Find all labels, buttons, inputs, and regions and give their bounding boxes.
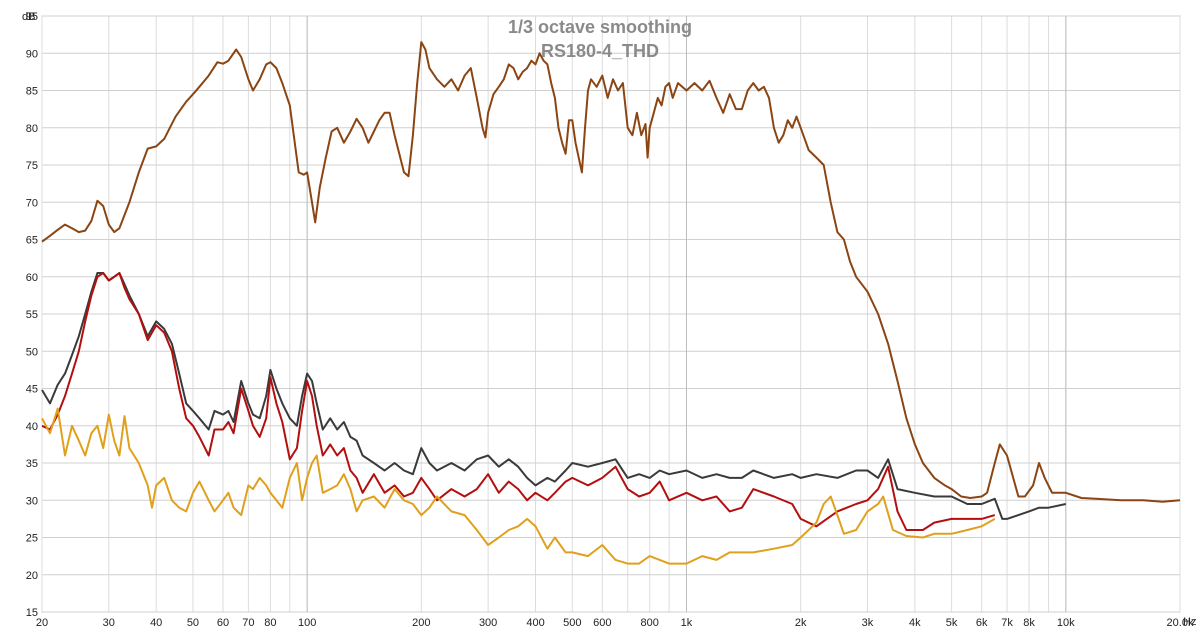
x-tick-label: 3k xyxy=(862,617,874,629)
y-tick-label: 95 xyxy=(26,11,38,23)
x-tick-label: 500 xyxy=(563,617,581,629)
x-tick-label: 40 xyxy=(150,617,162,629)
series-line xyxy=(41,272,996,531)
x-tick-label: 4k xyxy=(909,617,921,629)
x-tick-label: 20 xyxy=(36,617,48,629)
y-tick-label: 45 xyxy=(26,384,38,396)
series-layer xyxy=(41,41,1181,565)
x-tick-label: 300 xyxy=(479,617,497,629)
y-axis-label: dB xyxy=(22,11,35,23)
x-tick-label: 7k xyxy=(1001,617,1013,629)
series-line xyxy=(41,41,1181,503)
x-tick-label: 60 xyxy=(217,617,229,629)
y-tick-label: 15 xyxy=(26,607,38,619)
x-axis-ticks: 20 30 40 50 60 70 80 100 200 300 400 500 600 800 1k 2k 3… xyxy=(36,617,1194,629)
x-tick-label: 600 xyxy=(593,617,611,629)
grid-major xyxy=(42,15,1180,613)
y-tick-label: 25 xyxy=(26,533,38,545)
x-tick-label: 10k xyxy=(1057,617,1075,629)
x-tick-label: 400 xyxy=(526,617,544,629)
y-tick-label: 55 xyxy=(26,309,38,321)
x-tick-label: 8k xyxy=(1023,617,1035,629)
y-tick-label: 50 xyxy=(26,346,38,358)
chart-title: 1/3 octave smoothing xyxy=(508,17,692,37)
series-line xyxy=(41,407,996,565)
x-tick-label: 80 xyxy=(264,617,276,629)
y-tick-label: 75 xyxy=(26,160,38,172)
y-tick-label: 60 xyxy=(26,272,38,284)
y-axis-ticks: 15 20 25 30 35 40 45 50 55 60 65 70 75 80 85 90 95 xyxy=(26,11,38,619)
x-tick-label: 2k xyxy=(795,617,807,629)
y-tick-label: 40 xyxy=(26,421,38,433)
x-tick-label: 70 xyxy=(242,617,254,629)
y-tick-label: 35 xyxy=(26,458,38,470)
y-tick-label: 30 xyxy=(26,495,38,507)
chart-subtitle: RS180-4_THD xyxy=(541,41,659,61)
x-axis-label: Hz xyxy=(1183,616,1196,628)
y-tick-label: 85 xyxy=(26,86,38,98)
x-tick-label: 50 xyxy=(187,617,199,629)
x-tick-label: 30 xyxy=(103,617,115,629)
x-tick-label: 200 xyxy=(412,617,430,629)
y-tick-label: 20 xyxy=(26,570,38,582)
x-tick-label: 5k xyxy=(946,617,958,629)
x-tick-label: 800 xyxy=(641,617,659,629)
series-line xyxy=(41,272,1067,520)
x-tick-label: 1k xyxy=(681,617,693,629)
y-tick-label: 90 xyxy=(26,48,38,60)
x-tick-label: 6k xyxy=(976,617,988,629)
x-tick-label: 100 xyxy=(298,617,316,629)
y-tick-label: 80 xyxy=(26,123,38,135)
x-tick-label: 20.0k xyxy=(1167,617,1194,629)
y-tick-label: 70 xyxy=(26,197,38,209)
y-tick-label: 65 xyxy=(26,235,38,247)
